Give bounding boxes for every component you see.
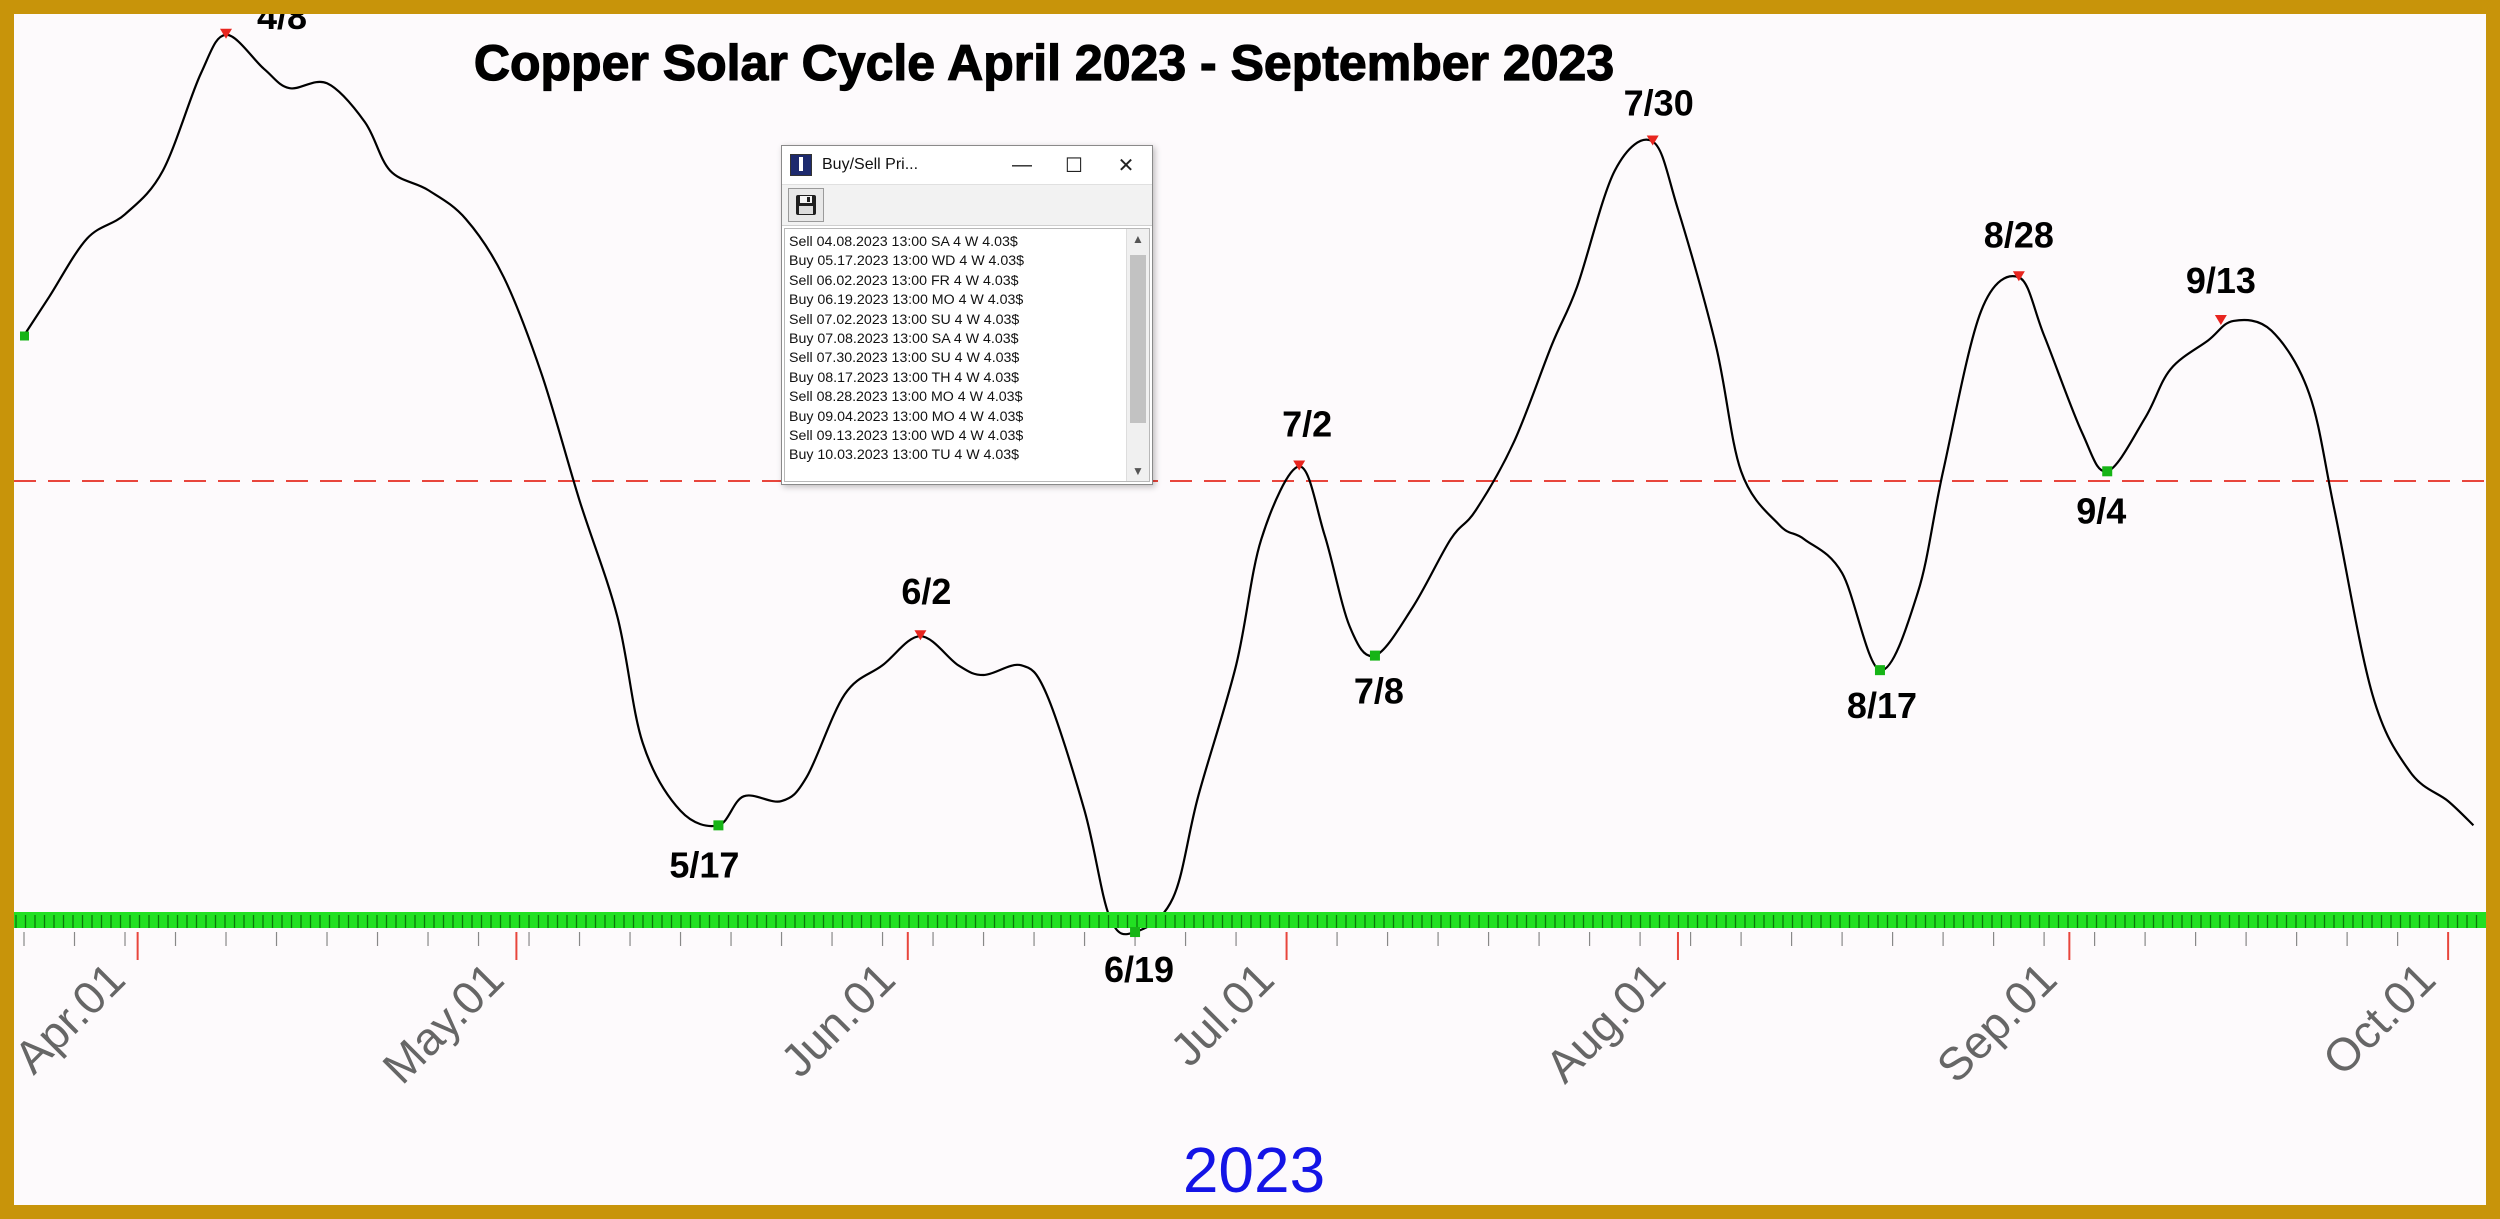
turning-point-label: 7/2 <box>1282 403 1332 444</box>
sell-marker <box>2214 314 2227 325</box>
sell-marker <box>1293 460 1306 471</box>
turning-point-label: 6/2 <box>901 571 951 612</box>
signal-row[interactable]: Buy 10.03.2023 13:00 TU 4 W 4.03$ <box>789 447 1020 464</box>
buy-marker <box>713 820 724 831</box>
sell-marker <box>220 28 233 39</box>
signal-row[interactable]: Sell 06.02.2023 13:00 FR 4 W 4.03$ <box>789 272 1019 289</box>
signal-row[interactable]: Sell 09.13.2023 13:00 WD 4 W 4.03$ <box>789 427 1024 444</box>
signal-row[interactable]: Buy 08.17.2023 13:00 TH 4 W 4.03$ <box>789 369 1020 386</box>
buy-marker <box>1369 650 1380 661</box>
sell-marker <box>914 630 927 641</box>
signal-row[interactable]: Buy 07.08.2023 13:00 SA 4 W 4.03$ <box>789 330 1019 347</box>
signals-list: Sell 04.08.2023 13:00 SA 4 W 4.03$ Buy 05… <box>789 233 1119 466</box>
x-tick-label: Aug.01 <box>1535 952 1675 1092</box>
turning-point-label: 9/4 <box>2076 490 2126 531</box>
floppy-disk-icon <box>796 195 816 215</box>
signal-row[interactable]: Buy 05.17.2023 13:00 WD 4 W 4.03$ <box>789 253 1025 270</box>
signal-row[interactable]: Buy 09.04.2023 13:00 MO 4 W 4.03$ <box>789 408 1024 425</box>
turning-point-label: 5/17 <box>669 844 739 885</box>
buy-marker <box>20 331 29 341</box>
year-label: 2023 <box>1183 1134 1325 1205</box>
minimize-button[interactable]: — <box>1012 153 1032 176</box>
buy-marker <box>1874 665 1885 676</box>
signal-row[interactable]: Sell 04.08.2023 13:00 SA 4 W 4.03$ <box>789 234 1018 250</box>
x-tick-label: Sep.01 <box>1927 952 2067 1092</box>
signal-row[interactable]: Sell 08.28.2023 13:00 MO 4 W 4.03$ <box>789 389 1023 406</box>
window-title: Buy/Sell Pri... <box>822 156 919 173</box>
x-tick-label: Jul.01 <box>1160 952 1284 1076</box>
buy-marker <box>1130 927 1141 938</box>
window-toolbar <box>782 185 1152 226</box>
scroll-down-icon[interactable]: ▼ <box>1132 464 1144 478</box>
x-tick-label: Jun.01 <box>770 952 904 1086</box>
signal-row[interactable]: Buy 06.19.2023 13:00 MO 4 W 4.03$ <box>789 292 1024 309</box>
save-button[interactable] <box>788 188 824 222</box>
scrollbar[interactable]: ▲ ▼ <box>1126 229 1149 481</box>
turning-point-label: 8/28 <box>1984 214 2054 255</box>
x-tick-label: Apr.01 <box>14 952 135 1083</box>
turning-point-label: 4/8 <box>257 14 307 37</box>
scrollbar-thumb[interactable] <box>1130 255 1146 423</box>
turning-point-label: 9/13 <box>2186 260 2256 301</box>
signals-listbox[interactable]: Sell 04.08.2023 13:00 SA 4 W 4.03$ Buy 05… <box>784 228 1150 482</box>
sell-marker <box>2012 271 2025 282</box>
solar-cycle-chart: Copper Solar Cycle April 2023 - Septembe… <box>14 14 2486 1205</box>
window-titlebar[interactable]: Buy/Sell Pri... — ☐ ✕ <box>782 146 1152 185</box>
app-icon <box>790 154 812 176</box>
chart-title: Copper Solar Cycle April 2023 - Septembe… <box>474 35 1614 91</box>
turning-point-label: 7/8 <box>1354 671 1404 712</box>
close-button[interactable]: ✕ <box>1117 154 1135 177</box>
signal-row[interactable]: Sell 07.30.2023 13:00 SU 4 W 4.03$ <box>789 350 1020 367</box>
x-tick-label: Oct.01 <box>2313 952 2446 1085</box>
turning-point-label: 6/19 <box>1104 949 1174 990</box>
turning-point-label: 8/17 <box>1847 685 1917 726</box>
buy-marker <box>2102 466 2113 477</box>
buy-sell-window[interactable]: Buy/Sell Pri... — ☐ ✕ Sell 04.08.2023 13… <box>781 145 1153 485</box>
turning-point-label: 7/30 <box>1624 83 1694 124</box>
x-tick-label: May.01 <box>372 952 513 1093</box>
signal-row[interactable]: Sell 07.02.2023 13:00 SU 4 W 4.03$ <box>789 311 1020 328</box>
cycle-line <box>23 33 2475 936</box>
sell-marker <box>1646 135 1659 146</box>
maximize-button[interactable]: ☐ <box>1065 154 1083 177</box>
axis-band-ticks <box>15 915 2478 928</box>
scroll-up-icon[interactable]: ▲ <box>1132 232 1144 246</box>
chart-canvas: Copper Solar Cycle April 2023 - Septembe… <box>14 14 2486 1205</box>
